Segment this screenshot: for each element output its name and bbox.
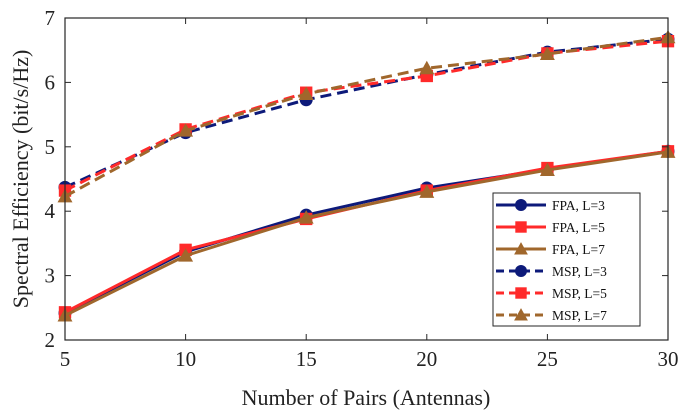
legend-label: FPA, L=5 xyxy=(552,220,605,235)
legend-label: FPA, L=3 xyxy=(552,198,605,213)
legend-marker xyxy=(515,199,527,211)
data-point xyxy=(298,86,314,100)
y-tick-label: 2 xyxy=(45,328,56,352)
legend-item: FPA, L=5 xyxy=(496,220,605,235)
data-point xyxy=(539,46,555,61)
legend-marker xyxy=(514,242,528,255)
x-tick-label: 5 xyxy=(60,347,71,371)
legend-label: MSP, L=3 xyxy=(552,264,607,279)
series-line xyxy=(64,39,669,192)
y-tick-label: 6 xyxy=(45,70,56,94)
y-tick-label: 3 xyxy=(45,264,56,288)
legend-marker xyxy=(514,308,528,321)
x-tick-label: 10 xyxy=(175,347,196,371)
y-tick-label: 5 xyxy=(45,135,56,159)
x-axis-title: Number of Pairs (Antennas) xyxy=(242,385,491,410)
y-axis-title: Spectral Efficiency (bit/s/Hz) xyxy=(8,50,33,309)
axis-layer: 5 10 15 20 25 30 2 3 4 5 6 7 xyxy=(45,6,679,371)
legend-label: MSP, L=7 xyxy=(552,308,607,323)
legend-marker xyxy=(515,265,527,277)
data-point xyxy=(178,248,194,262)
series-line xyxy=(64,37,669,189)
legend-label: MSP, L=5 xyxy=(552,286,607,301)
legend-label: FPA, L=7 xyxy=(552,242,605,257)
data-point xyxy=(539,162,555,176)
data-point xyxy=(298,210,314,224)
legend-item: MSP, L=5 xyxy=(496,286,607,301)
legend-marker xyxy=(515,287,527,299)
data-point xyxy=(419,60,435,75)
legend-item: MSP, L=7 xyxy=(496,308,607,323)
legend-item: FPA, L=3 xyxy=(496,198,605,213)
x-tick-label: 15 xyxy=(296,347,317,371)
y-tick-label: 4 xyxy=(45,199,56,223)
legend-box xyxy=(492,192,641,327)
x-tick-label: 20 xyxy=(416,347,437,371)
plot-frame xyxy=(64,17,669,341)
legend: FPA, L=3 FPA, L=5 FPA, L=7 MSP, L=3 MSP, L=5… xyxy=(492,192,641,327)
legend-marker xyxy=(515,221,527,233)
x-tick-label: 25 xyxy=(537,347,558,371)
series-line xyxy=(64,150,669,317)
legend-item: FPA, L=7 xyxy=(496,242,605,257)
y-tick-label: 7 xyxy=(45,6,56,30)
data-point xyxy=(419,184,435,198)
data-point xyxy=(178,123,194,137)
series-line xyxy=(64,35,669,198)
x-tick-label: 30 xyxy=(658,347,679,371)
legend-item: MSP, L=3 xyxy=(496,264,607,279)
